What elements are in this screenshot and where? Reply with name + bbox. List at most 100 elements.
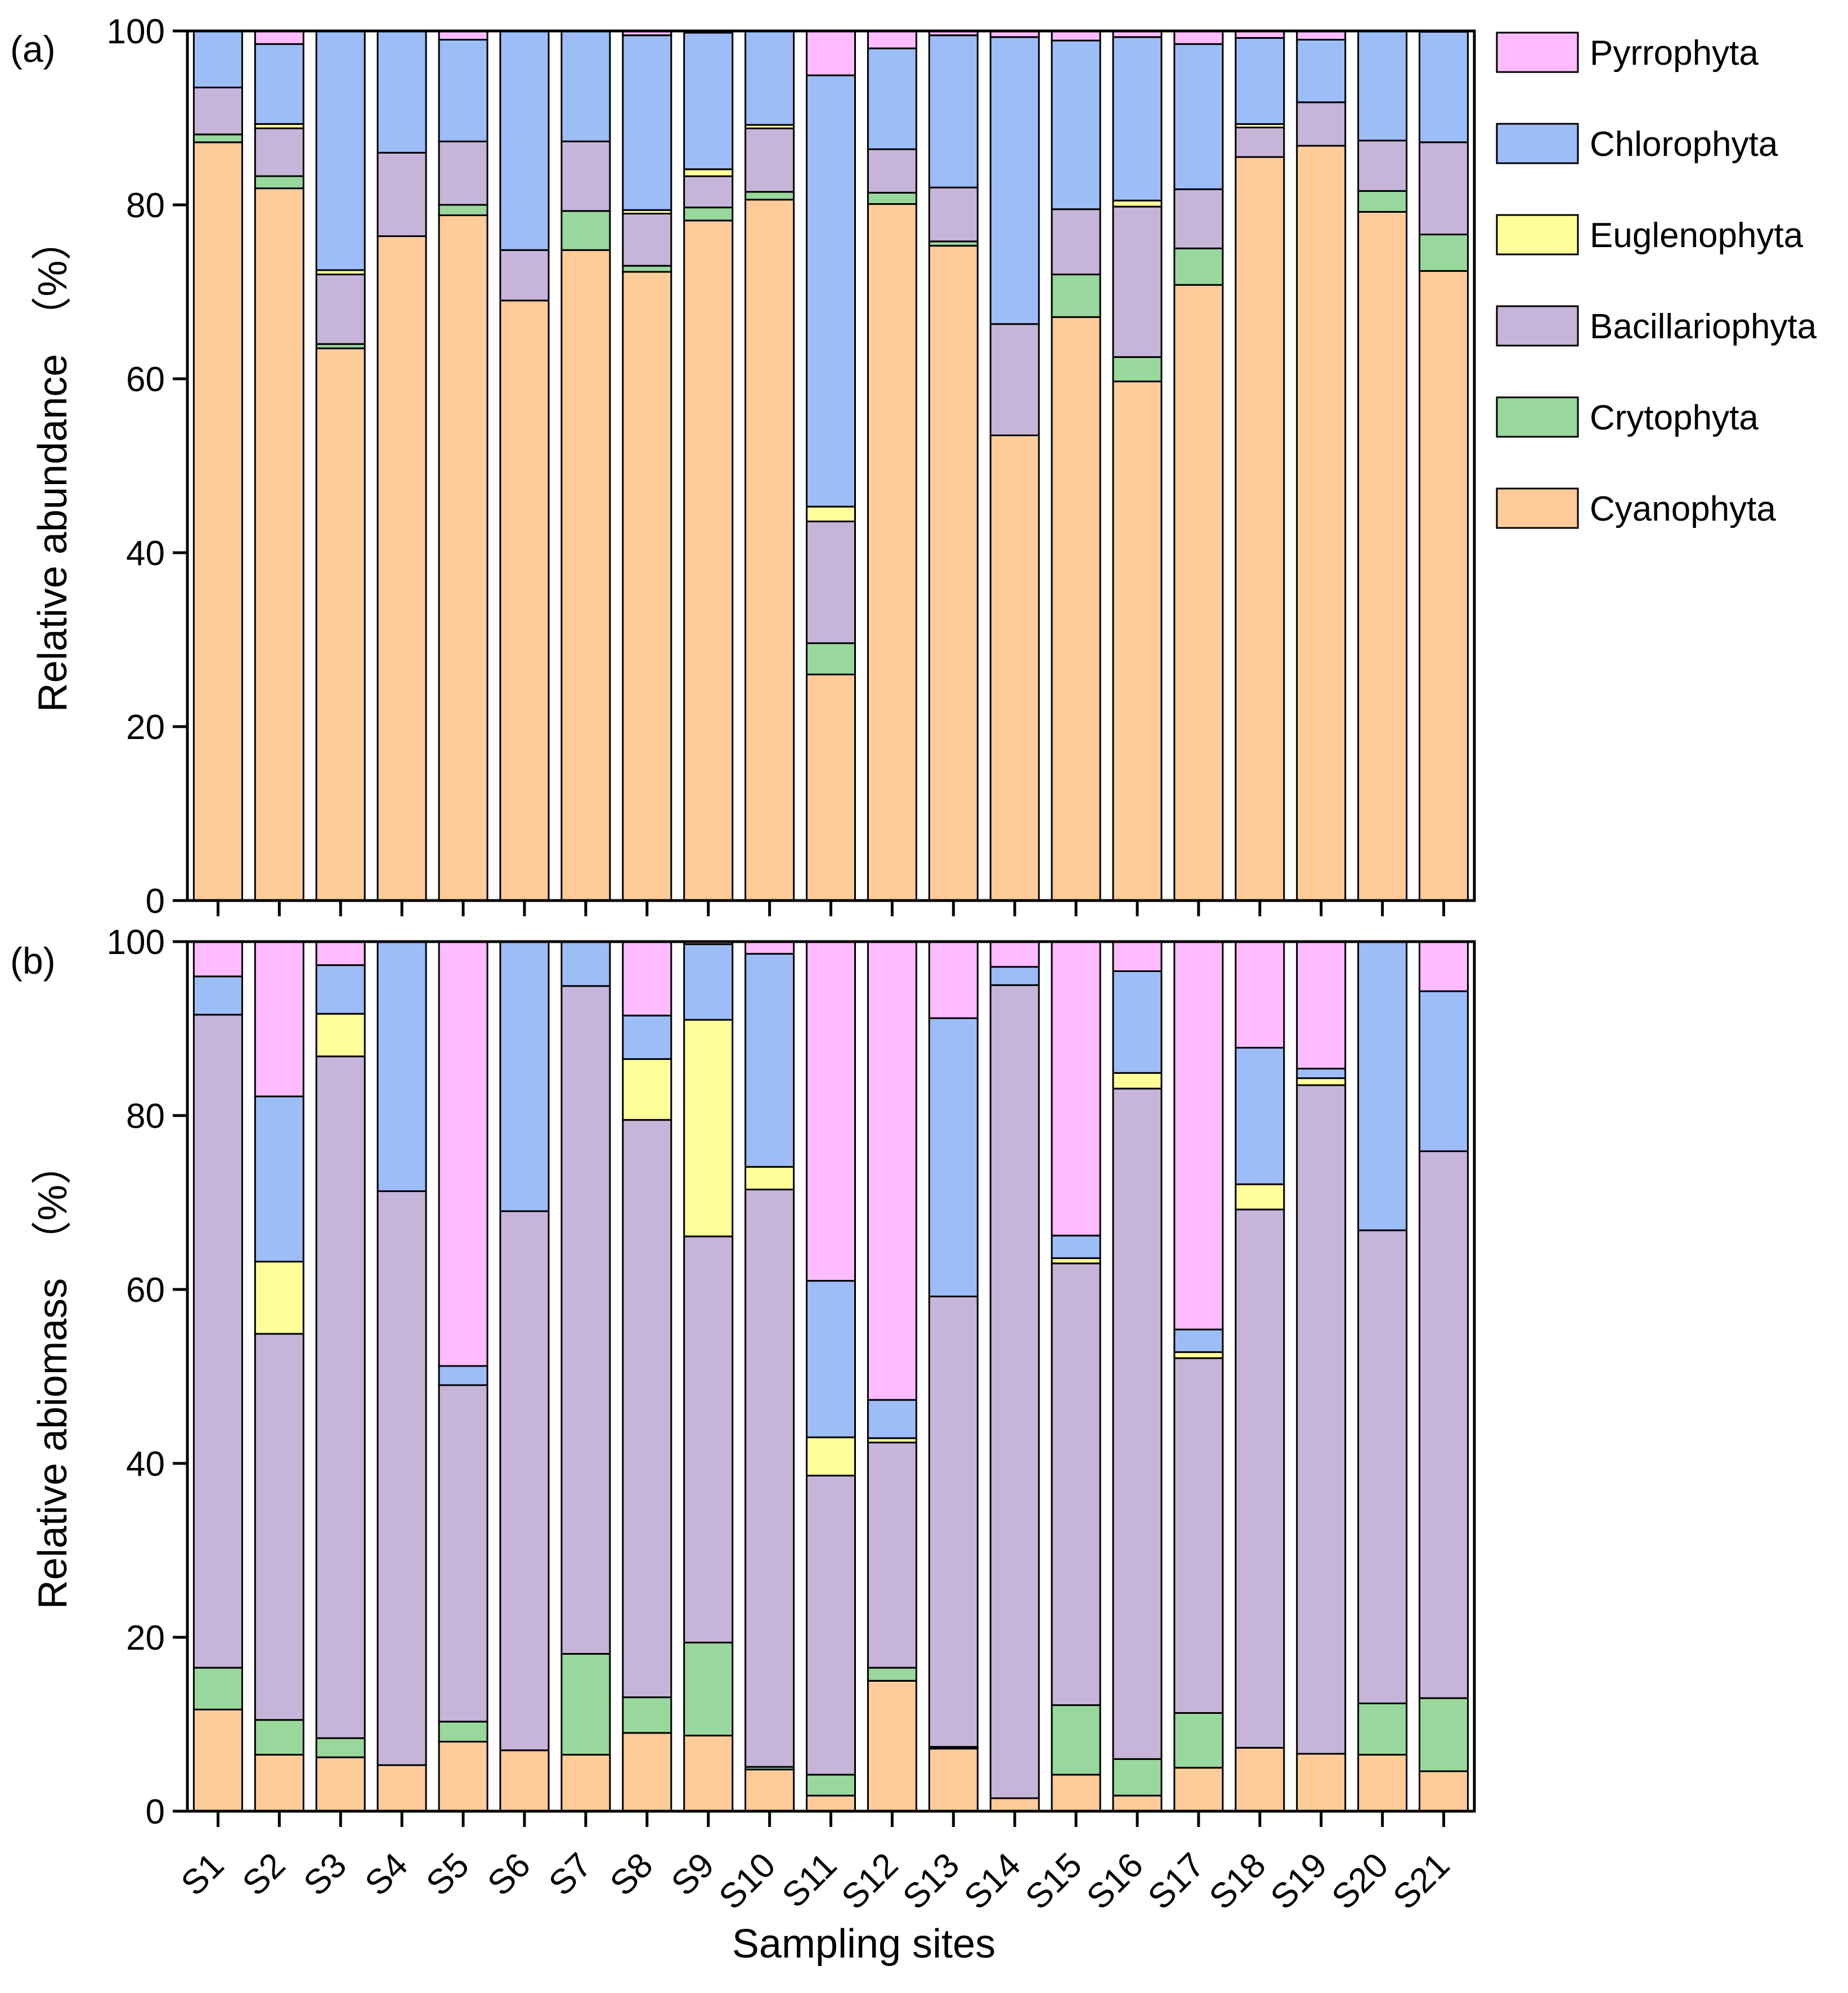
bar-b-s10-chlorophyta [744, 953, 795, 1168]
x-tick-label-s9: S9 [664, 1846, 721, 1903]
bar-b-s16-chlorophyta [1112, 970, 1163, 1074]
bar-b-s1-cyanophyta [192, 1708, 243, 1812]
bar-b-s9-crytophyta [683, 1641, 734, 1737]
bar-b-s21-pyrrophyta [1419, 940, 1469, 992]
bar-a-s7-bacillariophyta [560, 140, 611, 212]
bar-a-s8-chlorophyta [622, 34, 672, 211]
bar-a-s2-bacillariophyta [254, 127, 304, 177]
legend-swatch-cyanophyta [1496, 487, 1579, 529]
bar-a-s6-bacillariophyta [499, 249, 550, 302]
bar-a-s5-cyanophyta [438, 214, 488, 902]
bar-b-s9-cyanophyta [683, 1735, 734, 1812]
bar-b-s8-bacillariophyta [622, 1119, 672, 1699]
bar-b-s11-euglenophyta [806, 1436, 856, 1477]
bar-b-s2-chlorophyta [254, 1095, 304, 1262]
bar-b-s8-cyanophyta [622, 1732, 672, 1812]
bar-b-s5-bacillariophyta [438, 1384, 488, 1723]
bar-b-s10-euglenophyta [744, 1166, 795, 1190]
bar-a-s16-euglenophyta [1112, 199, 1163, 208]
bar-a-s9-bacillariophyta [683, 175, 734, 209]
bar-a-s3-bacillariophyta [315, 274, 366, 345]
y-tick-label-a-100: 100 [107, 12, 165, 51]
y-axis-title-unit-a: （%） [30, 220, 75, 337]
bar-a-s2-cyanophyta [254, 187, 304, 902]
x-tick-label-s19: S19 [1263, 1846, 1335, 1917]
bar-b-s11-crytophyta [806, 1773, 856, 1797]
bar-a-s12-bacillariophyta [867, 148, 917, 194]
y-axis-title-b: Relative abiomass （%） [30, 1144, 75, 1609]
x-axis-title: Sampling sites [732, 1922, 995, 1967]
bar-a-s18-chlorophyta [1235, 37, 1285, 125]
bar-a-s20-chlorophyta [1357, 30, 1408, 142]
y-tick-label-b-80: 80 [126, 1097, 165, 1136]
bar-b-s12-pyrrophyta [867, 940, 917, 1401]
legend-swatch-chlorophyta [1496, 123, 1579, 164]
bar-a-s8-crytophyta [622, 265, 672, 273]
bar-a-s16-chlorophyta [1112, 36, 1163, 201]
bar-b-s20-chlorophyta [1357, 940, 1408, 1231]
bar-b-s16-crytophyta [1112, 1758, 1163, 1797]
bar-a-s1-cyanophyta [192, 141, 243, 902]
bar-a-s6-cyanophyta [499, 299, 550, 902]
bar-a-s2-chlorophyta [254, 43, 304, 125]
bar-a-s9-crytophyta [683, 207, 734, 222]
x-tick-label-s11: S11 [775, 1846, 845, 1915]
bar-b-s14-pyrrophyta [989, 940, 1040, 968]
bar-b-s3-chlorophyta [315, 964, 366, 1015]
bar-a-s7-crytophyta [560, 210, 611, 251]
panel-label-a: (a) [10, 28, 56, 70]
bar-b-s18-cyanophyta [1235, 1746, 1285, 1812]
x-tick-label-s6: S6 [480, 1846, 537, 1903]
bar-a-s2-crytophyta [254, 175, 304, 190]
bar-b-s16-cyanophyta [1112, 1794, 1163, 1812]
x-tick-label-s20: S20 [1325, 1846, 1396, 1917]
bar-a-s13-bacillariophyta [928, 186, 979, 243]
legend-swatch-euglenophyta [1496, 214, 1579, 256]
bar-b-s2-crytophyta [254, 1719, 304, 1756]
bar-b-s5-cyanophyta [438, 1740, 488, 1812]
bar-b-s1-crytophyta [192, 1667, 243, 1710]
legend-swatch-bacillariophyta [1496, 305, 1579, 347]
bar-a-s11-chlorophyta [806, 74, 856, 508]
plot-frame-b [186, 940, 1476, 1813]
bar-b-s3-bacillariophyta [315, 1055, 366, 1739]
y-tick-label-b-60: 60 [126, 1271, 165, 1310]
bar-a-s6-chlorophyta [499, 30, 550, 251]
bar-a-s17-chlorophyta [1173, 43, 1224, 190]
bar-b-s7-bacillariophyta [560, 985, 611, 1655]
x-tick-label-s12: S12 [835, 1846, 906, 1917]
y-tick-label-b-20: 20 [126, 1619, 165, 1658]
bar-a-s1-bacillariophyta [192, 86, 243, 136]
bar-b-s21-cyanophyta [1419, 1770, 1469, 1812]
bar-b-s1-pyrrophyta [192, 940, 243, 978]
bar-b-s18-chlorophyta [1235, 1047, 1285, 1185]
bar-b-s13-chlorophyta [928, 1017, 979, 1297]
bar-a-s5-bacillariophyta [438, 140, 488, 206]
bar-a-s10-crytophyta [744, 191, 795, 201]
bar-a-s12-chlorophyta [867, 47, 917, 150]
bar-b-s2-pyrrophyta [254, 940, 304, 1098]
bar-b-s15-bacillariophyta [1051, 1262, 1101, 1707]
bar-a-s10-bacillariophyta [744, 127, 795, 193]
legend-label-chlorophyta: Chlorophyta [1590, 125, 1778, 164]
bar-b-s16-euglenophyta [1112, 1072, 1163, 1090]
bar-b-s20-cyanophyta [1357, 1754, 1408, 1812]
bar-a-s2-pyrrophyta [254, 30, 304, 45]
bar-b-s5-pyrrophyta [438, 940, 488, 1367]
bar-b-s18-pyrrophyta [1235, 940, 1285, 1049]
bar-a-s3-chlorophyta [315, 30, 366, 271]
x-tick-label-s14: S14 [957, 1846, 1028, 1917]
bar-a-s11-crytophyta [806, 642, 856, 675]
bar-a-s4-cyanophyta [376, 235, 427, 902]
bar-a-s12-cyanophyta [867, 203, 917, 902]
panel-b-biomass: S1 S2 S3 S4 S5 S6 S7 S8 S9S10S11S12S13S14S15S16S… [10, 923, 1476, 1917]
bar-b-s14-bacillariophyta [989, 984, 1040, 1799]
y-tick-label-a-20: 20 [126, 708, 165, 747]
bar-b-s9-chlorophyta [683, 943, 734, 1021]
y-tick-label-a-80: 80 [126, 186, 165, 225]
x-tick-label-s13: S13 [895, 1846, 967, 1917]
legend-label-euglenophyta: Euglenophyta [1590, 216, 1804, 255]
bar-a-s4-bacillariophyta [376, 151, 427, 238]
x-tick-label-s16: S16 [1079, 1846, 1151, 1917]
y-tick-label-a-0: 0 [146, 882, 165, 921]
